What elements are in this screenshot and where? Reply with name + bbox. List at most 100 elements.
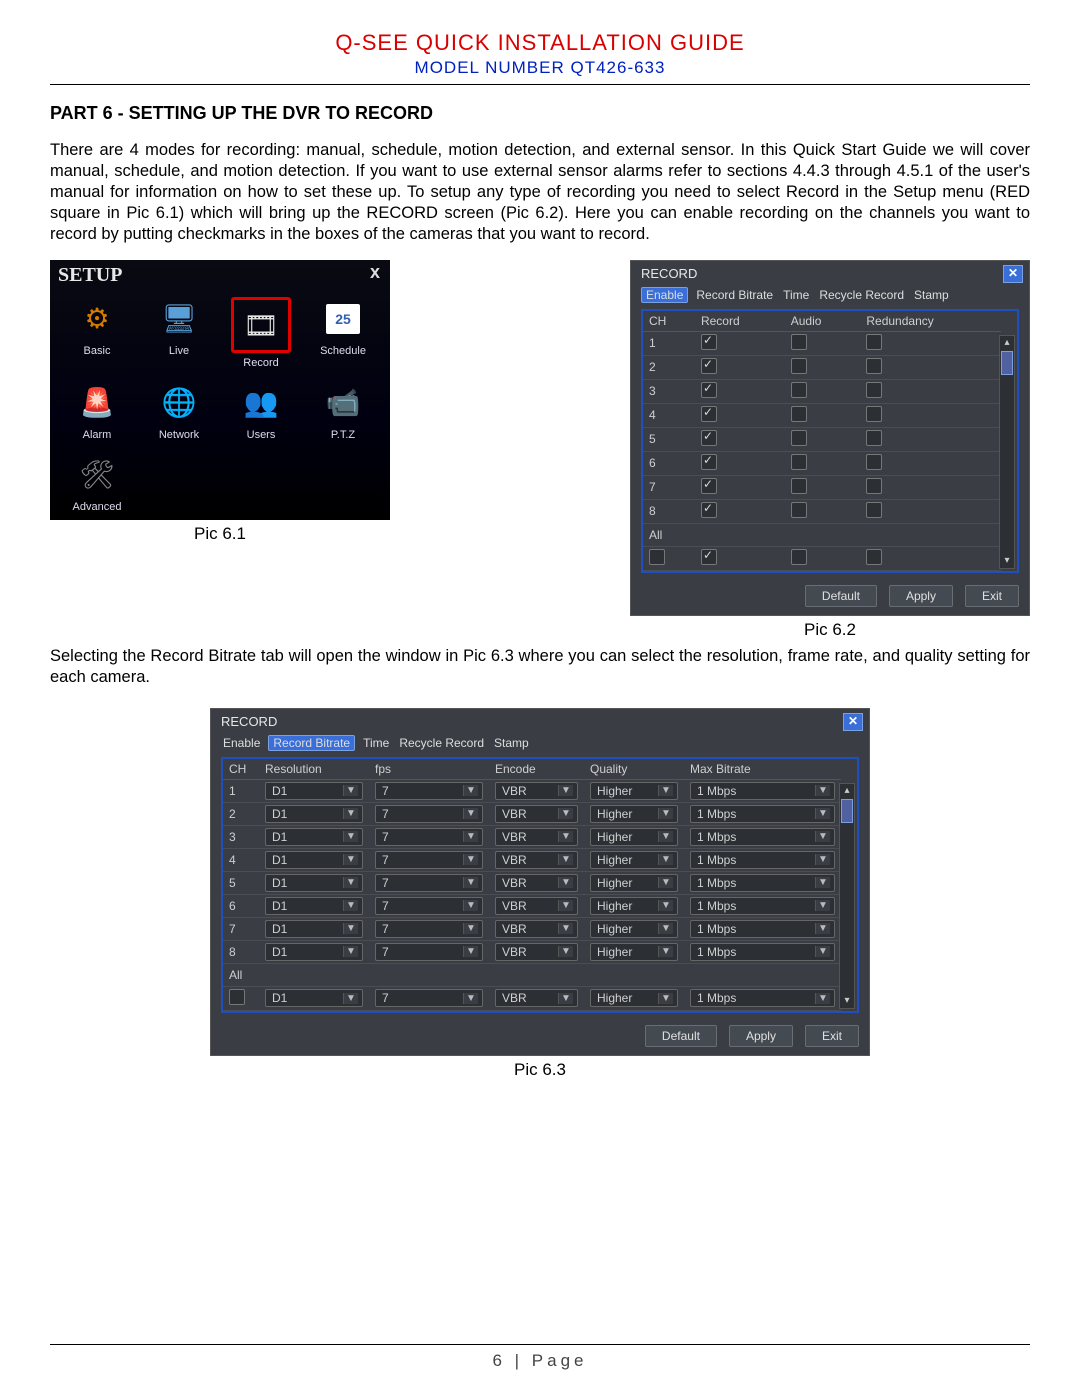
dropdown[interactable]: D1▼ [265, 828, 363, 846]
default-button[interactable]: Default [645, 1025, 717, 1047]
scroll-down-icon[interactable]: ▾ [840, 994, 854, 1008]
dropdown[interactable]: D1▼ [265, 805, 363, 823]
dropdown[interactable]: D1▼ [265, 851, 363, 869]
dropdown[interactable]: 1 Mbps▼ [690, 920, 835, 938]
dropdown[interactable]: VBR▼ [495, 805, 578, 823]
tab-record-bitrate[interactable]: Record Bitrate [694, 287, 775, 303]
setup-item-ptz[interactable]: 📹P.T.Z [302, 381, 384, 441]
scrollbar[interactable]: ▴ ▾ [999, 335, 1015, 569]
dropdown[interactable]: VBR▼ [495, 989, 578, 1007]
dropdown[interactable]: VBR▼ [495, 851, 578, 869]
setup-item-users[interactable]: 👥Users [220, 381, 302, 441]
dropdown[interactable]: D1▼ [265, 897, 363, 915]
dropdown[interactable]: VBR▼ [495, 828, 578, 846]
dropdown[interactable]: Higher▼ [590, 897, 678, 915]
checkbox[interactable] [229, 989, 245, 1005]
setup-item-alarm[interactable]: 🚨Alarm [56, 381, 138, 441]
close-icon[interactable]: ✕ [1003, 265, 1023, 283]
checkbox[interactable] [866, 382, 882, 398]
dropdown[interactable]: Higher▼ [590, 851, 678, 869]
checkbox[interactable] [649, 549, 665, 565]
tab-enable[interactable]: Enable [641, 287, 688, 303]
checkbox[interactable] [791, 406, 807, 422]
tab-time[interactable]: Time [361, 735, 391, 751]
dropdown[interactable]: VBR▼ [495, 897, 578, 915]
scroll-down-icon[interactable]: ▾ [1000, 554, 1014, 568]
checkbox[interactable] [866, 358, 882, 374]
dropdown[interactable]: D1▼ [265, 943, 363, 961]
checkbox[interactable] [791, 358, 807, 374]
dropdown[interactable]: Higher▼ [590, 989, 678, 1007]
dropdown[interactable]: VBR▼ [495, 920, 578, 938]
checkbox[interactable] [791, 478, 807, 494]
exit-button[interactable]: Exit [805, 1025, 859, 1047]
dropdown[interactable]: 7▼ [375, 851, 483, 869]
setup-item-basic[interactable]: ⚙Basic [56, 297, 138, 369]
checkbox[interactable] [791, 549, 807, 565]
tab-enable[interactable]: Enable [221, 735, 262, 751]
dropdown[interactable]: VBR▼ [495, 943, 578, 961]
dropdown[interactable]: 7▼ [375, 897, 483, 915]
scrollbar[interactable]: ▴ ▾ [839, 783, 855, 1009]
tab-stamp[interactable]: Stamp [912, 287, 951, 303]
dropdown[interactable]: 7▼ [375, 805, 483, 823]
tab-record-bitrate[interactable]: Record Bitrate [268, 735, 355, 751]
checkbox[interactable] [866, 478, 882, 494]
apply-button[interactable]: Apply [889, 585, 953, 607]
dropdown[interactable]: 7▼ [375, 989, 483, 1007]
dropdown[interactable]: Higher▼ [590, 805, 678, 823]
dropdown[interactable]: 1 Mbps▼ [690, 805, 835, 823]
default-button[interactable]: Default [805, 585, 877, 607]
dropdown[interactable]: Higher▼ [590, 828, 678, 846]
checkbox[interactable] [791, 430, 807, 446]
setup-item-schedule[interactable]: 25Schedule [302, 297, 384, 369]
tab-recycle-record[interactable]: Recycle Record [817, 287, 906, 303]
dropdown[interactable]: Higher▼ [590, 943, 678, 961]
dropdown[interactable]: 7▼ [375, 920, 483, 938]
checkbox[interactable] [866, 454, 882, 470]
checkbox[interactable] [701, 502, 717, 518]
dropdown[interactable]: 7▼ [375, 943, 483, 961]
dropdown[interactable]: VBR▼ [495, 874, 578, 892]
checkbox[interactable] [866, 430, 882, 446]
checkbox[interactable] [701, 478, 717, 494]
checkbox[interactable] [866, 549, 882, 565]
dropdown[interactable]: Higher▼ [590, 874, 678, 892]
dropdown[interactable]: D1▼ [265, 782, 363, 800]
checkbox[interactable] [701, 334, 717, 350]
checkbox[interactable] [866, 406, 882, 422]
exit-button[interactable]: Exit [965, 585, 1019, 607]
setup-item-advanced[interactable]: 🛠Advanced [56, 453, 138, 513]
tab-time[interactable]: Time [781, 287, 811, 303]
setup-item-network[interactable]: 🌐Network [138, 381, 220, 441]
scroll-up-icon[interactable]: ▴ [1000, 336, 1014, 350]
tab-recycle-record[interactable]: Recycle Record [397, 735, 486, 751]
checkbox[interactable] [791, 454, 807, 470]
dropdown[interactable]: 1 Mbps▼ [690, 943, 835, 961]
dropdown[interactable]: D1▼ [265, 989, 363, 1007]
dropdown[interactable]: 1 Mbps▼ [690, 874, 835, 892]
checkbox[interactable] [791, 334, 807, 350]
dropdown[interactable]: 7▼ [375, 782, 483, 800]
dropdown[interactable]: D1▼ [265, 874, 363, 892]
dropdown[interactable]: D1▼ [265, 920, 363, 938]
checkbox[interactable] [791, 382, 807, 398]
checkbox[interactable] [701, 358, 717, 374]
checkbox[interactable] [701, 454, 717, 470]
setup-item-live[interactable]: 🖥Live [138, 297, 220, 369]
scroll-up-icon[interactable]: ▴ [840, 784, 854, 798]
dropdown[interactable]: VBR▼ [495, 782, 578, 800]
close-icon[interactable]: ✕ [843, 713, 863, 731]
dropdown[interactable]: 7▼ [375, 874, 483, 892]
scroll-thumb[interactable] [841, 799, 853, 823]
tab-stamp[interactable]: Stamp [492, 735, 531, 751]
checkbox[interactable] [701, 549, 717, 565]
checkbox[interactable] [791, 502, 807, 518]
dropdown[interactable]: 1 Mbps▼ [690, 828, 835, 846]
dropdown[interactable]: Higher▼ [590, 920, 678, 938]
checkbox[interactable] [701, 406, 717, 422]
apply-button[interactable]: Apply [729, 1025, 793, 1047]
checkbox[interactable] [701, 430, 717, 446]
dropdown[interactable]: 1 Mbps▼ [690, 989, 835, 1007]
dropdown[interactable]: 7▼ [375, 828, 483, 846]
